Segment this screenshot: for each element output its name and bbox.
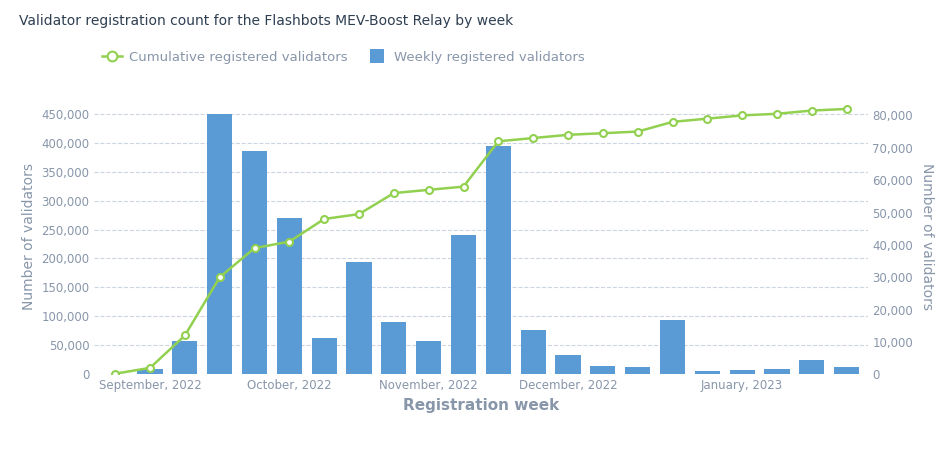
Text: Validator registration count for the Flashbots MEV-Boost Relay by week: Validator registration count for the Fla… bbox=[19, 14, 513, 28]
Bar bbox=[416, 341, 441, 374]
Bar bbox=[660, 321, 685, 374]
Legend: Cumulative registered validators, Weekly registered validators: Cumulative registered validators, Weekly… bbox=[97, 45, 589, 69]
Bar bbox=[800, 360, 824, 374]
Bar bbox=[311, 338, 337, 374]
Bar bbox=[277, 218, 302, 374]
Bar bbox=[730, 370, 754, 374]
Bar bbox=[765, 368, 789, 374]
X-axis label: Registration week: Registration week bbox=[403, 398, 559, 413]
Bar bbox=[242, 152, 267, 374]
Y-axis label: Number of validators: Number of validators bbox=[22, 163, 36, 310]
Bar bbox=[521, 330, 546, 374]
Bar bbox=[695, 371, 720, 374]
Bar bbox=[451, 235, 476, 374]
Bar bbox=[555, 354, 581, 374]
Bar bbox=[625, 368, 651, 374]
Y-axis label: Number of validators: Number of validators bbox=[920, 163, 934, 310]
Bar bbox=[207, 114, 232, 374]
Bar bbox=[835, 368, 859, 374]
Bar bbox=[173, 341, 197, 374]
Bar bbox=[590, 366, 616, 374]
Bar bbox=[486, 146, 511, 374]
Bar bbox=[381, 322, 406, 374]
Bar bbox=[138, 368, 162, 374]
Bar bbox=[346, 262, 372, 374]
